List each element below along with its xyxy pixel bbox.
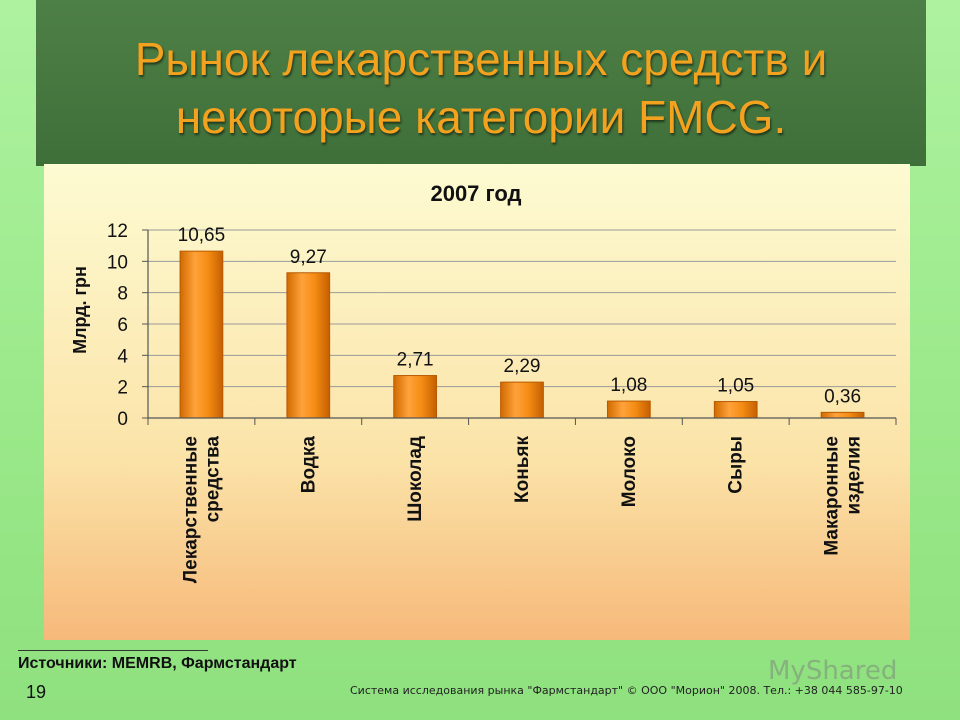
source-divider: [18, 650, 208, 651]
y-tick-label: 2: [117, 378, 128, 399]
bar-chart: 2007 год Млрд. грн 0 2 4 6 8 10 12 10,65 9,27 2,…: [70, 181, 897, 583]
watermark-logo: MyShared: [768, 656, 898, 686]
chart-panel: 2007 год Млрд. грн 0 2 4 6 8 10 12 10,65 9,27 2,…: [44, 164, 910, 640]
data-label: 0,36: [824, 386, 861, 407]
chart-title: 2007 год: [430, 181, 521, 206]
x-category-label: Коньяк: [512, 436, 533, 503]
x-category-label: Сыры: [726, 436, 747, 494]
page-number: 19: [26, 682, 47, 702]
x-category-label: изделия: [844, 436, 865, 515]
bar-0: [179, 250, 224, 419]
y-tick-label: 10: [107, 252, 128, 273]
slide-title-line-1: Рынок лекарственных средств и: [134, 33, 828, 85]
data-label: 2,71: [397, 350, 434, 371]
bar-3: [500, 381, 544, 419]
bar-5: [713, 401, 758, 419]
slide-title-line-2: некоторые категории FMCG.: [175, 91, 787, 143]
data-label: 2,29: [504, 356, 541, 377]
bar-2: [393, 375, 438, 419]
y-tick-label: 12: [107, 221, 128, 242]
title-band: [36, 0, 926, 166]
y-tick-label: 4: [117, 346, 128, 367]
x-category-label: Молоко: [619, 436, 640, 507]
bar-6: [820, 411, 865, 419]
bar-1: [286, 272, 331, 419]
x-category-label: Водка: [298, 436, 319, 494]
x-category-label: Лекарственные: [180, 436, 201, 583]
data-label: 1,08: [610, 375, 647, 396]
x-category-label: Макаронные: [822, 436, 843, 556]
x-category-label: средства: [202, 436, 223, 523]
y-tick-label: 8: [117, 284, 128, 305]
y-tick-label: 0: [117, 409, 128, 430]
source-note: Источники: MEMRB, Фармстандарт: [18, 655, 297, 672]
y-axis-label: Млрд. грн: [70, 266, 90, 354]
bar-4: [606, 400, 651, 419]
data-label: 10,65: [178, 225, 226, 246]
y-tick-label: 6: [117, 315, 128, 336]
slide-title: Рынок лекарственных средств и некоторые …: [36, 30, 926, 146]
footer-text: Система исследования рынка "Фармстандарт…: [350, 684, 903, 697]
data-label: 9,27: [290, 247, 327, 268]
x-category-label: Шоколад: [405, 436, 426, 522]
data-label: 1,05: [717, 376, 754, 397]
